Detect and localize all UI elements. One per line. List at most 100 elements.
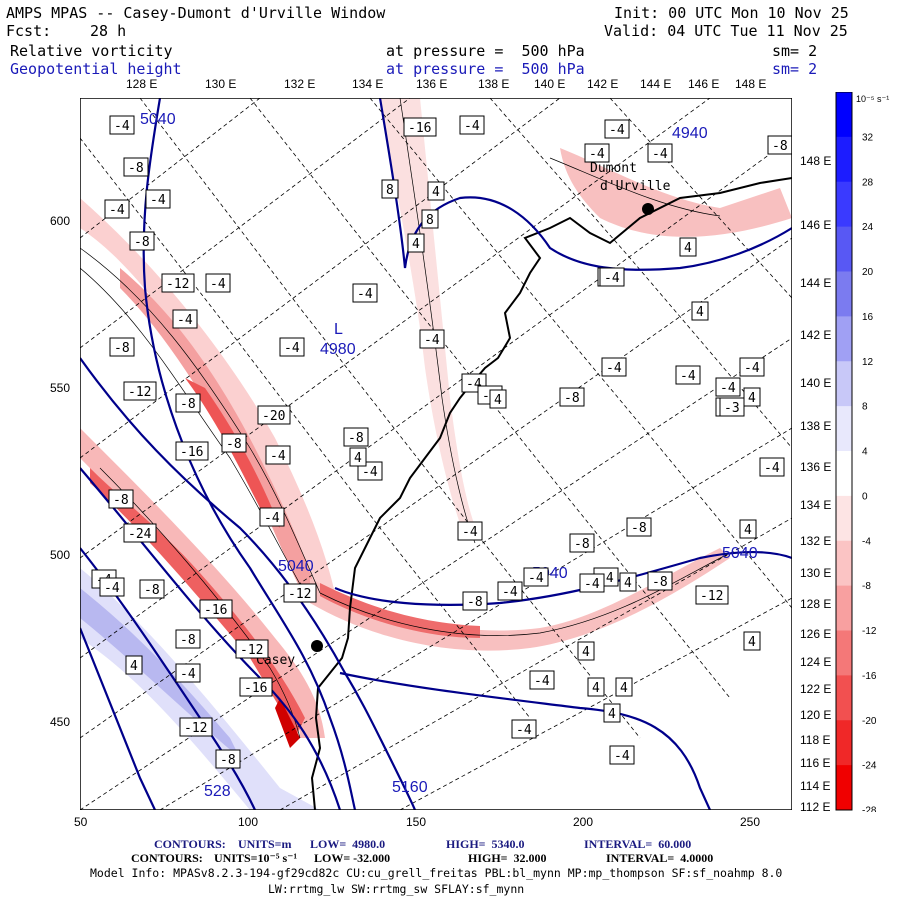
svg-text:-8: -8 (134, 235, 150, 250)
svg-text:-4: -4 (589, 147, 605, 162)
colorbar-level-label: -16 (862, 671, 877, 682)
svg-text:-8: -8 (467, 595, 483, 610)
low-center-value: 4980 (320, 341, 356, 358)
height-contours-interval: INTERVAL= 60.000 (584, 837, 692, 851)
svg-text:-12: -12 (128, 385, 151, 400)
svg-text:4: 4 (696, 305, 704, 320)
colorbar-swatch (836, 92, 852, 138)
svg-text:4: 4 (684, 241, 692, 256)
low-center-marker: L (334, 321, 343, 338)
right-lon-label: 128 E (800, 597, 832, 611)
forecast-hour: 28 h (90, 22, 127, 40)
vorticity-value-label: -4 (457, 521, 483, 541)
forecast-label: Fcst: (6, 22, 52, 40)
svg-text:8: 8 (426, 213, 434, 228)
vorticity-value-label: -4 (109, 115, 135, 135)
vorticity-value-label: -16 (239, 677, 273, 697)
colorbar-level-label: 32 (862, 132, 874, 143)
height-label-5040: 5040 (140, 111, 176, 128)
colorbar-swatch (836, 540, 852, 587)
vorticity-value-label: 4 (691, 301, 709, 321)
svg-text:-4: -4 (284, 341, 300, 356)
vorticity-contours-interval: INTERVAL= 4.0000 (606, 851, 714, 865)
svg-text:-4: -4 (606, 361, 622, 376)
vorticity-value-label: -4 (352, 283, 378, 303)
vorticity-value-label: -4 (647, 143, 673, 163)
vorticity-value-label: -4 (511, 719, 537, 739)
colorbar-swatch (836, 226, 852, 272)
vorticity-value-label: -24 (123, 523, 157, 543)
chart-title: AMPS MPAS -- Casey-Dumont d'Urville Wind… (6, 4, 386, 22)
top-lon-label: 148 E (735, 77, 767, 91)
vorticity-value-label: -4 (529, 670, 555, 690)
height-contours-high: HIGH= 5340.0 (446, 837, 525, 851)
top-lon-label: 144 E (640, 77, 672, 91)
negative-vorticity-northeast (560, 148, 792, 237)
negative-vorticity-max (275, 698, 300, 748)
colorbar-swatch (836, 361, 852, 407)
svg-text:-4: -4 (516, 723, 532, 738)
vorticity-value-label: -4 (497, 581, 523, 601)
right-lon-label: 130 E (800, 566, 832, 580)
vorticity-value-label: 4 (489, 389, 507, 409)
vorticity-contours-low: LOW= -32.000 (314, 851, 391, 865)
vorticity-value-label: 4 (619, 572, 637, 592)
svg-text:-8: -8 (348, 431, 364, 446)
svg-text:-8: -8 (631, 521, 647, 536)
vorticity-value-label: -4 (104, 199, 130, 219)
vorticity-value-label: 4 (577, 641, 595, 661)
svg-text:4: 4 (748, 391, 756, 406)
vorticity-value-label: 4 (743, 631, 761, 651)
top-lon-label: 134 E (352, 77, 384, 91)
height-contours-units: UNITS=m (238, 837, 292, 851)
colorbar-swatch (836, 181, 852, 228)
svg-text:4: 4 (592, 681, 600, 696)
colorbar-level-label: 16 (862, 312, 874, 323)
svg-text:-8: -8 (180, 633, 196, 648)
vorticity-value-label: -8 (626, 517, 652, 537)
colorbar-unit: 10⁻⁵ s⁻¹ (856, 94, 889, 104)
vorticity-value-label: -8 (129, 231, 155, 251)
top-lon-label: 128 E (126, 77, 158, 91)
svg-text:-4: -4 (150, 193, 166, 208)
svg-text:-16: -16 (204, 603, 227, 618)
height-contours-low: LOW= 4980.0 (310, 837, 386, 851)
field1-level: at pressure = 500 hPa (386, 42, 585, 60)
colorbar-level-label: -28 (862, 806, 877, 813)
x-tick-label: 50 (74, 815, 88, 829)
right-lon-label: 140 E (800, 376, 832, 390)
svg-text:-8: -8 (144, 583, 160, 598)
svg-text:-8: -8 (113, 493, 129, 508)
svg-text:-4: -4 (502, 585, 518, 600)
svg-text:4: 4 (748, 635, 756, 650)
vorticity-value-label: -4 (99, 577, 125, 597)
vorticity-value-label: -4 (172, 309, 198, 329)
right-lon-label: 146 E (800, 218, 832, 232)
x-tick-label: 100 (238, 815, 259, 829)
vorticity-value-label: -4 (601, 357, 627, 377)
right-lon-label: 114 E (800, 779, 831, 793)
colorbar-level-label: -20 (862, 716, 877, 727)
svg-text:4: 4 (620, 681, 628, 696)
colorbar-level-label: 4 (862, 447, 868, 458)
colorbar-swatch (836, 675, 852, 721)
colorbar-level-label: -8 (862, 581, 871, 592)
valid-time: Valid: 04 UTC Tue 11 Nov 25 (604, 22, 848, 40)
vorticity-value-label: -4 (523, 567, 549, 587)
svg-text:-12: -12 (166, 277, 189, 292)
x-tick-label: 150 (406, 815, 427, 829)
model-info: Model Info: MPASv8.2.3-194-gf29cd82c CU:… (90, 866, 783, 880)
vorticity-value-label: 8 (421, 209, 439, 229)
colorbar-swatch (836, 451, 852, 497)
svg-text:4: 4 (432, 185, 440, 200)
svg-text:-4: -4 (614, 749, 630, 764)
svg-text:-4: -4 (362, 465, 378, 480)
height-label-5040: 5040 (722, 545, 758, 562)
right-lon-label: 124 E (800, 655, 832, 669)
svg-text:4: 4 (412, 237, 420, 252)
dumont-durville-station-marker (642, 203, 654, 215)
svg-text:4: 4 (582, 645, 590, 660)
vorticity-value-label: -16 (175, 441, 209, 461)
svg-text:-4: -4 (264, 511, 280, 526)
colorbar-level-label: -12 (862, 626, 877, 637)
